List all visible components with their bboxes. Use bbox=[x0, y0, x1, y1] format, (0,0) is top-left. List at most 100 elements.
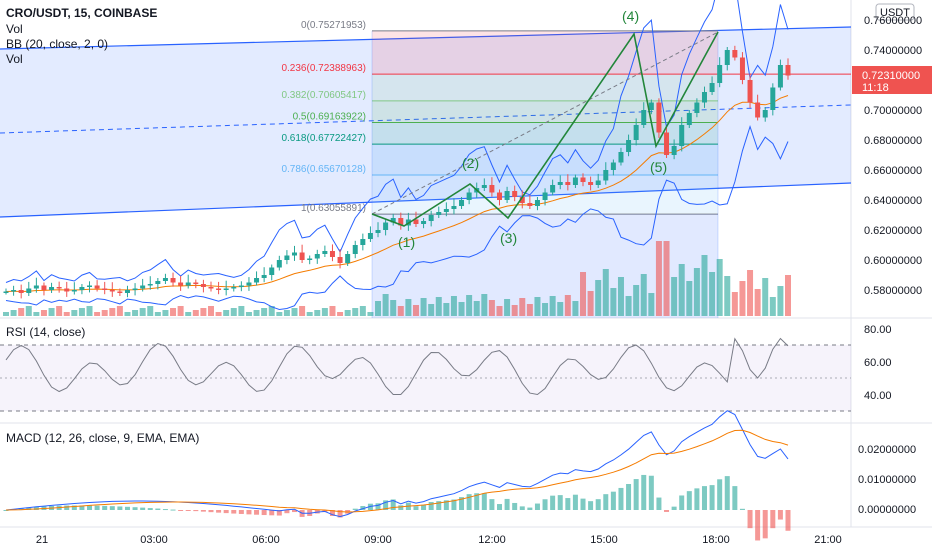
macd-hist-bar bbox=[679, 495, 685, 510]
macd-hist-bar bbox=[550, 495, 556, 510]
volume-bar bbox=[268, 306, 275, 316]
macd-hist-bar bbox=[140, 507, 146, 510]
candle-body bbox=[428, 215, 434, 221]
candle-body bbox=[292, 252, 298, 256]
volume-bar bbox=[109, 308, 116, 316]
macd-hist-bar bbox=[102, 505, 108, 510]
volume-bar bbox=[116, 306, 123, 316]
symbol-legend[interactable]: CRO/USDT, 15, COINBASE bbox=[6, 6, 157, 20]
volume-bar bbox=[678, 264, 685, 316]
volume-bar bbox=[572, 301, 579, 316]
macd-hist-bar bbox=[33, 506, 39, 510]
macd-hist-bar bbox=[276, 510, 282, 516]
candle-body bbox=[299, 252, 305, 260]
price-tick: 0.68000000 bbox=[864, 135, 922, 147]
candle-body bbox=[94, 285, 100, 289]
macd-hist-bar bbox=[595, 499, 601, 510]
bb-legend[interactable]: BB (20, close, 2, 0) bbox=[6, 37, 108, 51]
candle-body bbox=[200, 284, 206, 287]
macd-hist-bar bbox=[246, 510, 252, 515]
macd-hist-bar bbox=[709, 485, 715, 510]
candle-body bbox=[231, 287, 237, 289]
volume-bar bbox=[405, 299, 412, 316]
candle-body bbox=[762, 110, 768, 118]
volume-bar bbox=[390, 300, 397, 316]
macd-legend[interactable]: MACD (12, 26, close, 9, EMA, EMA) bbox=[6, 431, 199, 445]
macd-hist-bar bbox=[64, 505, 70, 510]
macd-hist-bar bbox=[755, 510, 761, 541]
volume-bar bbox=[291, 308, 298, 316]
time-axis[interactable]: 21 03:00 06:00 09:00 12:00 15:00 18:00 21:00 bbox=[36, 534, 842, 546]
candle-body bbox=[208, 287, 214, 289]
volume-bar bbox=[587, 291, 594, 316]
volume-bar bbox=[435, 297, 442, 316]
time-tick: 21 bbox=[36, 534, 48, 546]
macd-hist-bar bbox=[588, 501, 594, 510]
rsi-pane[interactable]: 80.00 60.00 40.00 bbox=[0, 324, 892, 412]
macd-hist-bar bbox=[337, 510, 343, 518]
candle-body bbox=[383, 222, 389, 230]
candle-body bbox=[11, 290, 17, 292]
time-tick: 12:00 bbox=[478, 534, 506, 546]
candle-body bbox=[3, 291, 9, 293]
candle-body bbox=[124, 290, 130, 293]
trend-channel-middle[interactable] bbox=[0, 104, 852, 134]
volume-bar bbox=[139, 308, 146, 316]
volume-bar bbox=[701, 255, 708, 316]
price-axis[interactable]: USDT 0.760000000.740000000.720000000.700… bbox=[852, 3, 932, 297]
macd-hist-bar bbox=[648, 475, 654, 510]
volume-bar bbox=[709, 272, 716, 316]
volume-bar bbox=[321, 308, 328, 316]
candle-body bbox=[603, 170, 609, 181]
candle-body bbox=[755, 102, 761, 118]
currency-badge[interactable] bbox=[875, 3, 915, 21]
macd-label: MACD (12, 26, close, 9, EMA, EMA) bbox=[6, 431, 200, 445]
candle-body bbox=[421, 221, 427, 224]
current-price-value: 0.72310000 bbox=[862, 70, 920, 82]
macd-hist-bar bbox=[565, 498, 571, 510]
volume-bar bbox=[602, 269, 609, 316]
macd-hist-bar bbox=[701, 486, 707, 510]
volume-bar bbox=[716, 259, 723, 316]
candle-body bbox=[519, 197, 525, 203]
macd-hist-bar bbox=[223, 510, 229, 514]
vol-legend[interactable]: Vol bbox=[6, 22, 23, 36]
macd-hist-bar bbox=[238, 510, 244, 514]
macd-hist-bar bbox=[117, 506, 123, 510]
volume-bar bbox=[283, 310, 290, 316]
macd-hist-bar bbox=[739, 508, 745, 510]
candle-body bbox=[367, 233, 373, 239]
macd-hist-bar bbox=[443, 500, 449, 510]
macd-pane[interactable]: 0.02000000 0.01000000 0.00000000 bbox=[3, 410, 917, 541]
candle-body bbox=[679, 125, 685, 146]
candle-body bbox=[694, 102, 700, 113]
vol2-legend[interactable]: Vol bbox=[6, 52, 23, 66]
macd-hist-bar bbox=[421, 504, 427, 510]
volume-bar bbox=[207, 306, 214, 316]
macd-hist-bar bbox=[71, 505, 77, 510]
candle-body bbox=[117, 291, 123, 293]
volume-bar bbox=[397, 306, 404, 316]
volume-bar bbox=[299, 306, 306, 316]
macd-hist-bar bbox=[200, 510, 206, 512]
candle-body bbox=[390, 218, 396, 223]
macd-hist-bar bbox=[3, 510, 9, 511]
main-price-pane[interactable]: 0(0.75271953) 0.236(0.72388963) 0.382(0.70… bbox=[0, 0, 852, 318]
fib-band bbox=[372, 100, 718, 123]
macd-hist-bar bbox=[770, 510, 776, 529]
macd-hist-bar bbox=[664, 510, 670, 512]
macd-hist-bar bbox=[580, 498, 586, 510]
candle-body bbox=[26, 288, 32, 293]
elliott-wave-path[interactable] bbox=[371, 31, 719, 227]
rsi-legend[interactable]: RSI (14, close) bbox=[6, 325, 85, 339]
candle-body bbox=[512, 191, 518, 197]
macd-hist-bar bbox=[147, 508, 153, 510]
volume-bar bbox=[731, 292, 738, 316]
volume-bar bbox=[458, 302, 465, 316]
candle-body bbox=[481, 185, 487, 188]
macd-hist-bar bbox=[474, 493, 480, 510]
macd-hist-bar bbox=[124, 506, 130, 510]
volume-bar bbox=[655, 241, 662, 316]
trend-channel-lower[interactable] bbox=[0, 182, 852, 218]
